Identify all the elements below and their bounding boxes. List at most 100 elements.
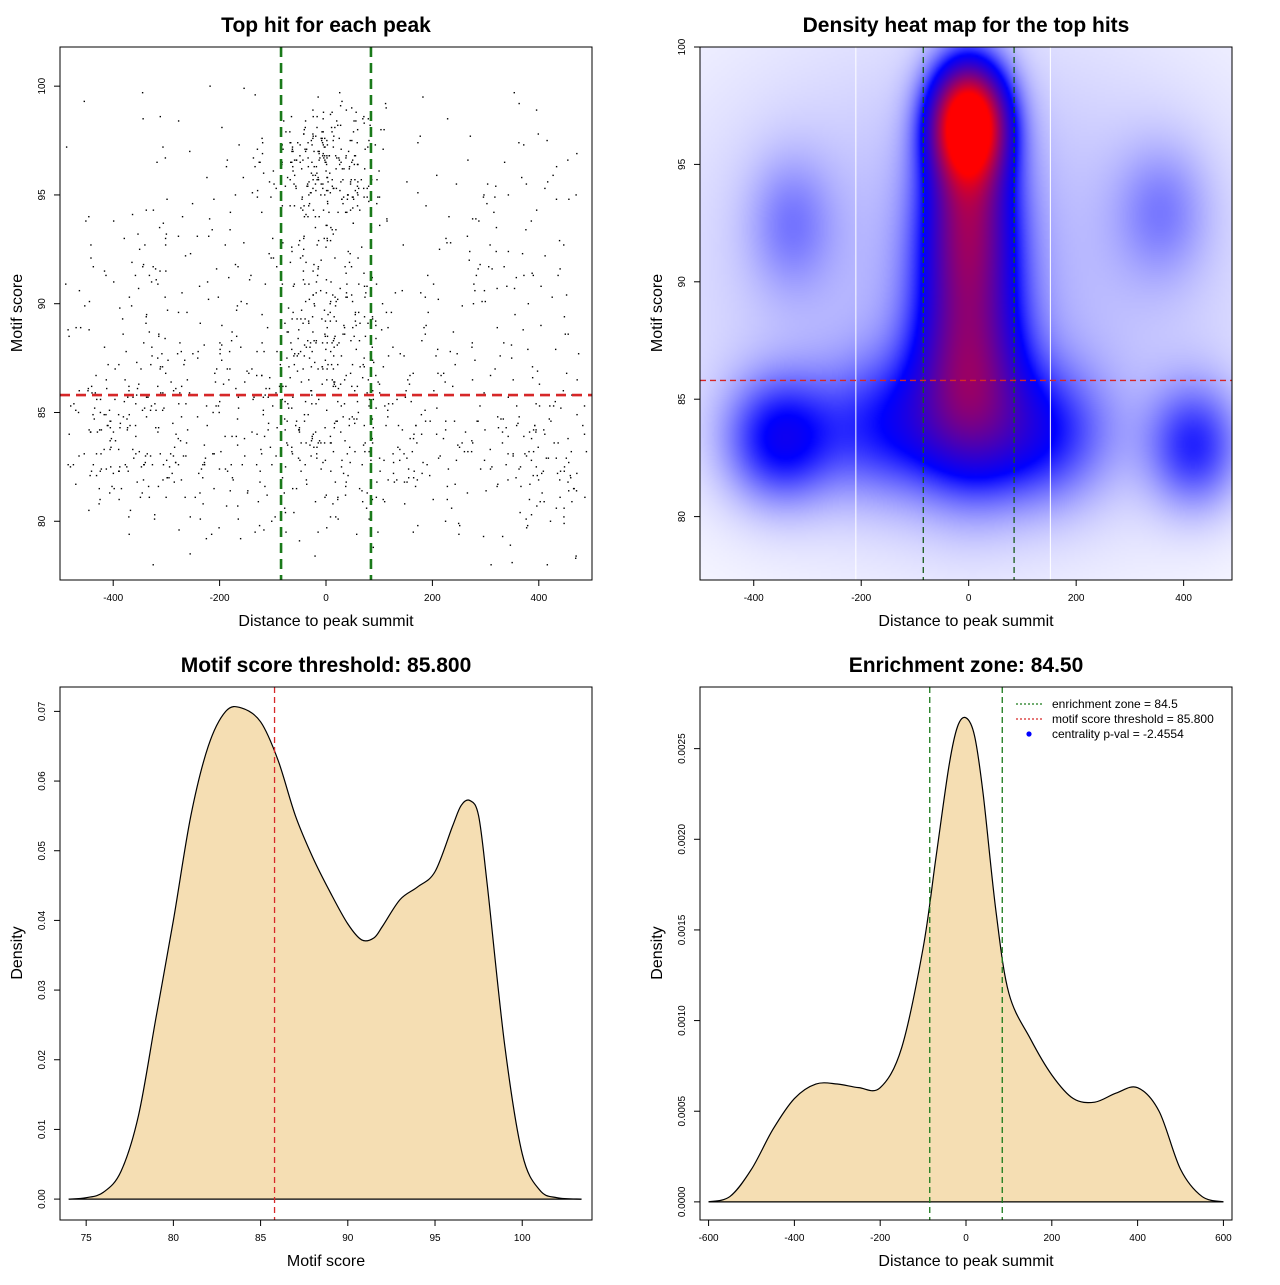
scatter-point <box>301 198 303 200</box>
scatter-point <box>362 187 365 190</box>
scatter-point <box>261 342 263 344</box>
scatter-point <box>91 392 93 394</box>
scatter-point <box>495 226 498 229</box>
scatter-point <box>454 483 456 485</box>
scatter-point <box>138 248 141 251</box>
scatter-point <box>356 128 359 131</box>
scatter-point <box>324 335 327 338</box>
scatter-point <box>144 461 147 464</box>
scatter-point <box>412 372 414 375</box>
scatter-point <box>313 446 315 448</box>
scatter-point <box>317 96 319 98</box>
y-axis-label: Density <box>9 926 26 979</box>
scatter-point <box>448 215 450 218</box>
scatter-point <box>446 242 448 244</box>
scatter-point <box>565 457 568 459</box>
scatter-point <box>368 405 370 407</box>
scatter-point <box>536 505 538 507</box>
scatter-point <box>538 383 541 385</box>
scatter-point <box>103 346 106 348</box>
scatter-point <box>483 392 485 394</box>
scatter-point <box>226 368 229 370</box>
scatter-point <box>202 477 204 479</box>
scatter-point <box>228 379 230 381</box>
scatter-point <box>557 274 559 277</box>
scatter-point <box>326 335 329 338</box>
scatter-point <box>230 339 233 342</box>
scatter-point <box>348 418 351 420</box>
scatter-point <box>194 496 196 499</box>
scatter-point <box>316 179 318 181</box>
scatter-point <box>479 263 481 266</box>
scatter-point <box>563 470 565 472</box>
scatter-point <box>260 448 262 451</box>
scatter-point <box>531 366 534 368</box>
scatter-point <box>127 470 129 472</box>
scatter-point <box>403 355 405 357</box>
scatter-point <box>88 329 90 331</box>
scatter-point <box>323 309 326 311</box>
scatter-point <box>286 357 288 359</box>
scatter-point <box>317 268 319 270</box>
plot-frame <box>59 46 593 581</box>
scatter-point <box>385 107 387 109</box>
scatter-point <box>218 411 220 414</box>
scatter-point <box>68 335 70 338</box>
x-tick-label: 200 <box>424 593 441 604</box>
scatter-point <box>316 244 318 246</box>
scatter-point <box>305 148 308 150</box>
scatter-point <box>284 511 287 514</box>
scatter-point <box>268 252 270 255</box>
scatter-point <box>126 427 129 429</box>
scatter-point <box>307 185 309 187</box>
scatter-point <box>348 446 351 448</box>
scatter-point <box>135 403 137 405</box>
scatter-point <box>523 144 525 146</box>
scatter-point <box>353 418 355 420</box>
scatter-point <box>67 463 69 466</box>
scatter-point <box>551 296 553 298</box>
scatter-point <box>148 274 151 277</box>
scatter-point <box>432 283 435 285</box>
scatter-point <box>302 279 305 281</box>
chart-title: Enrichment zone: 84.50 <box>849 654 1084 677</box>
scatter-point <box>135 453 137 455</box>
scatter-point <box>143 342 145 344</box>
scatter-point <box>254 165 256 168</box>
scatter-point <box>180 416 183 418</box>
scatter-point <box>519 466 522 468</box>
scatter-point <box>334 126 336 129</box>
scatter-point <box>452 385 454 388</box>
scatter-point <box>209 85 211 87</box>
scatter-point <box>481 300 483 303</box>
scatter-point <box>412 477 415 479</box>
scatter-point <box>568 198 570 200</box>
scatter-point <box>305 261 307 264</box>
scatter-point <box>324 359 327 361</box>
scatter-point <box>203 444 206 446</box>
scatter-point <box>285 131 287 133</box>
scatter-point <box>318 150 320 153</box>
scatter-point <box>505 427 507 429</box>
scatter-point <box>471 346 473 348</box>
scatter-point <box>340 405 343 407</box>
scatter-point <box>266 494 268 496</box>
scatter-point <box>571 500 573 503</box>
scatter-point <box>320 442 322 444</box>
scatter-point <box>403 503 406 505</box>
scatter-point <box>440 374 442 377</box>
scatter-point <box>231 477 234 479</box>
scatter-point <box>99 398 102 401</box>
scatter-point <box>357 411 360 414</box>
scatter-point <box>357 311 360 314</box>
scatter-point <box>285 531 287 533</box>
scatter-point <box>535 209 538 211</box>
scatter-point <box>284 185 287 187</box>
scatter-point <box>528 450 530 453</box>
scatter-point <box>422 96 424 98</box>
scatter-point <box>295 187 297 190</box>
legend-label-enrichment: enrichment zone = 84.5 <box>1052 697 1178 711</box>
scatter-point <box>483 194 485 196</box>
scatter-point <box>139 496 142 499</box>
scatter-point <box>384 102 387 105</box>
